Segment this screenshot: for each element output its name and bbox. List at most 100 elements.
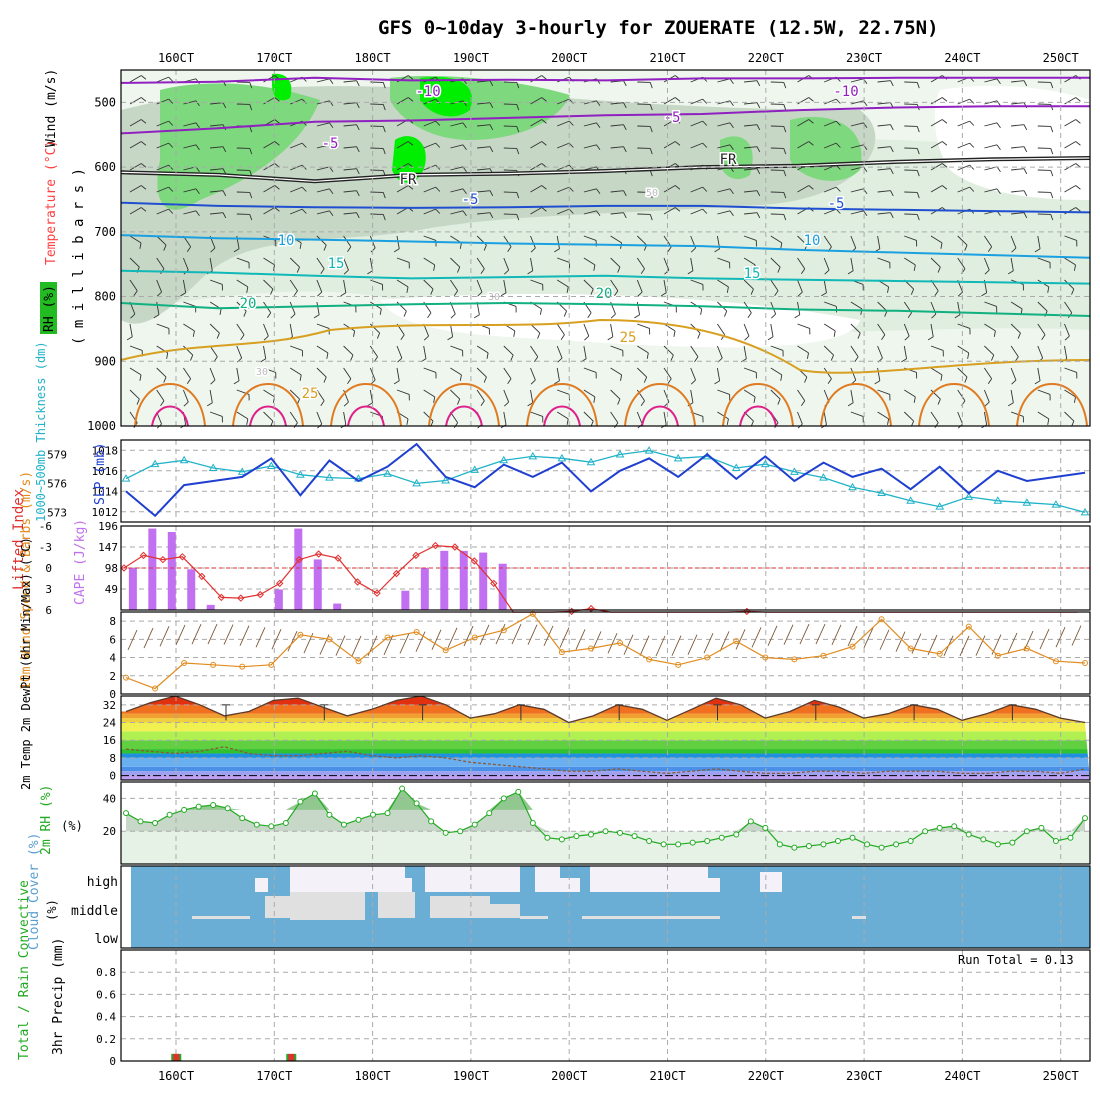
rh2m-point	[646, 838, 653, 845]
wind-barb	[823, 257, 830, 271]
wind-barb	[957, 257, 966, 270]
wind-barb	[690, 186, 703, 193]
wind-barb	[376, 332, 381, 339]
rh2m-point	[689, 839, 696, 846]
wind-barb	[210, 379, 216, 385]
wind-barb	[233, 248, 240, 253]
temp2m-axis: 32 24 16 8 0	[103, 699, 117, 783]
rh2m-point	[980, 836, 987, 843]
wind-barb	[301, 208, 307, 214]
wind10m-grid	[121, 612, 1090, 694]
wind-barb	[783, 148, 787, 155]
rh2m-point	[326, 811, 333, 818]
thickness-point	[383, 469, 392, 477]
wind-barb	[489, 212, 494, 219]
wind-barb	[1011, 190, 1025, 193]
wind-barb	[941, 97, 948, 102]
wind-barb	[340, 292, 347, 297]
temperature-band	[121, 757, 1090, 767]
wind-barb	[890, 146, 894, 153]
lifted-index-point	[217, 593, 226, 602]
wind10m-frame	[120, 611, 1091, 695]
wind-barb	[263, 345, 267, 359]
rh2m-axis: 40 20 (%)	[61, 792, 116, 838]
wind-barb	[610, 389, 621, 400]
wind-barb	[477, 168, 491, 171]
wind10m-barb	[655, 635, 666, 657]
wind-barb	[423, 389, 435, 398]
wind-barb	[957, 389, 966, 402]
wind-barb	[1007, 402, 1014, 407]
wind-barb	[489, 124, 494, 131]
x-tick-label: 160CT	[158, 51, 194, 65]
wind-barb	[533, 356, 539, 362]
wind-barb	[1037, 345, 1044, 359]
wind-barb	[904, 335, 910, 341]
wind10m-barb	[639, 635, 650, 656]
wind-barb	[1034, 248, 1041, 253]
wind-barb	[343, 279, 347, 293]
cloud-grid	[175, 866, 1062, 948]
wind-barb	[984, 345, 995, 356]
wind-barb	[530, 97, 542, 105]
thickness-point	[760, 459, 770, 468]
precip-tick-label: 0	[109, 1055, 116, 1068]
precip-tick-label: 0.6	[96, 988, 116, 1001]
wind-barb	[981, 292, 987, 297]
rh2m-line	[123, 785, 1088, 851]
rh2m-grid	[121, 782, 1090, 864]
wind-barb	[850, 78, 864, 83]
wind-barb	[987, 378, 993, 384]
wind-barb	[554, 380, 560, 385]
wind-barb	[890, 168, 894, 175]
wind-speed-point	[500, 627, 507, 634]
wind-barb	[663, 389, 670, 403]
wind-barb	[530, 207, 542, 215]
wind-barb	[850, 389, 854, 403]
wind-barb	[890, 80, 894, 87]
wind-tick-label: 2	[109, 670, 116, 683]
wind-barb	[907, 312, 912, 318]
wind-barb	[957, 164, 970, 171]
temperature-contour	[120, 76, 1090, 84]
wind-speed-point	[733, 638, 740, 645]
wind-barb	[717, 210, 731, 215]
x-tick-label: 190CT	[453, 51, 489, 65]
wind-barb	[983, 411, 988, 425]
temperature-label: Temperature (°C)	[44, 140, 59, 265]
wind-barb	[593, 264, 596, 271]
wind-barb	[823, 235, 832, 248]
wind-barb	[1064, 389, 1076, 398]
wind-barb	[435, 120, 441, 126]
rh2m-point	[573, 833, 580, 840]
wind-barb	[623, 102, 627, 109]
x-axis-bottom: 160CT 170CT 180CT 190CT 200CT 210CT 220CT 230CT…	[158, 1069, 1079, 1083]
wind-speed-point	[326, 636, 333, 643]
wind-speed-point	[268, 661, 275, 668]
wind-barb	[290, 313, 296, 319]
wind-barb	[423, 142, 436, 149]
wind-barb	[1041, 334, 1046, 340]
wind-barb	[783, 82, 787, 89]
wind-barb	[156, 257, 165, 270]
wind-barb	[510, 354, 514, 361]
thickness-point	[499, 455, 509, 464]
wind-barb	[824, 142, 837, 149]
rh-band	[272, 73, 292, 101]
thickness-point	[673, 453, 683, 462]
wind-barb	[350, 354, 354, 361]
wind-barb	[824, 98, 837, 105]
wind-barb	[850, 188, 864, 193]
li-tick-label: 0	[45, 562, 52, 575]
wind-barb	[168, 120, 174, 126]
contour-label: -10	[415, 84, 440, 100]
wind-barb	[716, 345, 723, 359]
wind-barb	[640, 400, 645, 406]
wind-barb	[489, 190, 494, 197]
wind10m-barb	[527, 624, 538, 645]
wind-barb	[435, 142, 441, 148]
wind-barb	[984, 122, 998, 127]
wind-barb	[783, 126, 787, 133]
slp-line	[125, 442, 1086, 518]
